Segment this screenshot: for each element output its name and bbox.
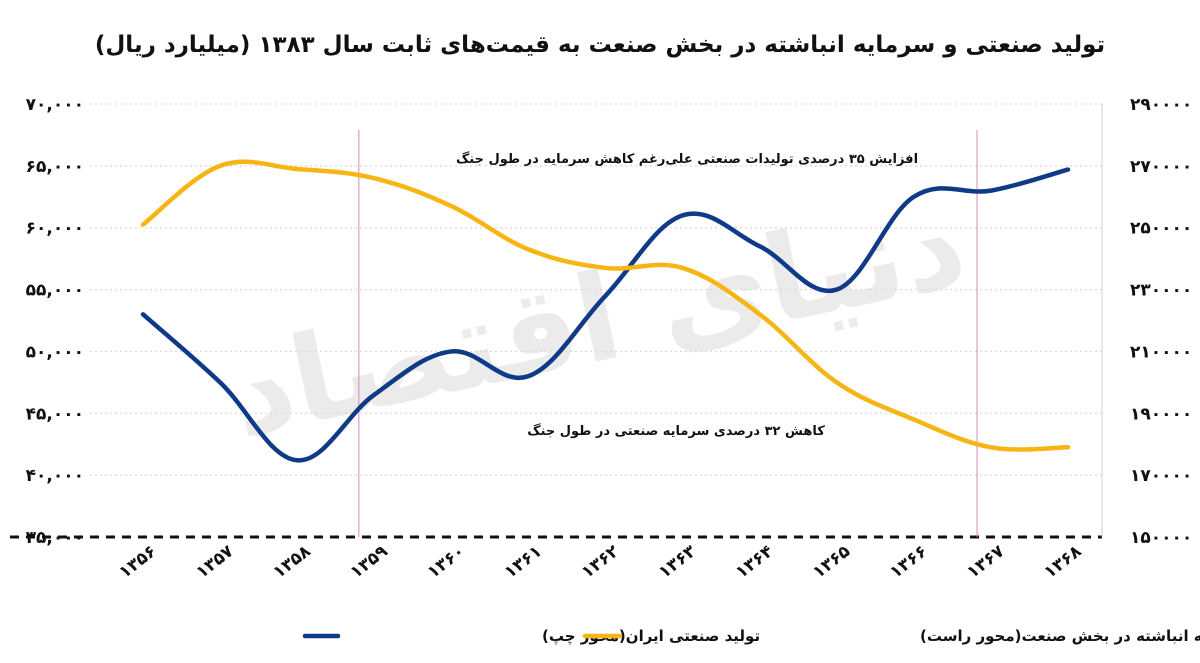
right-tick-label: ۲۳۰۰۰۰ — [1130, 281, 1192, 301]
right-axis: ۱۵۰۰۰۰ ۱۷۰۰۰۰ ۱۹۰۰۰۰ ۲۱۰۰۰۰ ۲۳۰۰۰۰ ۲۵۰۰۰۰ ۲۷۰۰… — [1130, 95, 1192, 548]
x-tick-label: ۱۳۶۰ — [424, 541, 469, 582]
vertical-markers — [358, 130, 978, 537]
series-line-production — [140, 167, 1071, 463]
x-tick-label: ۱۳۵۹ — [347, 541, 393, 583]
x-tick-label: ۱۳۶۳ — [655, 541, 701, 583]
gridlines — [10, 103, 1103, 539]
chart-title: تولید صنعتی و سرمایه انباشته در بخش صنعت… — [95, 32, 1105, 58]
left-tick-label: ۷۰,۰۰۰ — [26, 95, 84, 115]
watermark: دنیای اقتصاد — [219, 174, 978, 465]
left-tick-label: ۳۵,۰۰۰ — [26, 528, 84, 548]
annotations: افزایش ۳۵ درصدی تولیدات صنعتی علی‌رغم کا… — [456, 151, 918, 439]
x-tick-label: ۱۳۶۲ — [578, 541, 624, 583]
x-tick-label: ۱۳۶۱ — [501, 541, 546, 582]
x-tick-label: ۱۳۶۷ — [963, 541, 1009, 583]
left-tick-label: ۵۵,۰۰۰ — [26, 281, 84, 301]
left-tick-label: ۶۵,۰۰۰ — [26, 157, 84, 177]
x-tick-label: ۱۳۵۸ — [270, 541, 316, 583]
x-tick-label: ۱۳۶۵ — [809, 541, 854, 582]
left-axis: ۳۵,۰۰۰ ۴۰,۰۰۰ ۴۵,۰۰۰ ۵۰,۰۰۰ ۵۵,۰۰۰ ۶۰,۰۰۰ ۶۵,۰… — [26, 95, 84, 548]
right-tick-label: ۲۹۰۰۰۰ — [1130, 95, 1192, 115]
right-tick-label: ۱۷۰۰۰۰ — [1130, 466, 1192, 486]
left-tick-label: ۵۰,۰۰۰ — [26, 342, 84, 362]
annotation-text: افزایش ۳۵ درصدی تولیدات صنعتی علی‌رغم کا… — [456, 151, 918, 167]
x-axis: ۱۳۵۶ ۱۳۵۷ ۱۳۵۸ ۱۳۵۹ ۱۳۶۰ ۱۳۶۱ ۱۳۶۲ ۱۳۶۳ ۱۳۶۴ ۱۳۶۵… — [115, 541, 1086, 583]
left-tick-label: ۴۵,۰۰۰ — [26, 404, 84, 424]
right-tick-label: ۲۵۰۰۰۰ — [1130, 219, 1192, 239]
legend-label-capital: سرمایه انباشته در بخش صنعت(محور راست) — [920, 627, 1200, 645]
x-tick-label: ۱۳۶۶ — [886, 541, 931, 582]
right-tick-label: ۱۵۰۰۰۰ — [1130, 528, 1192, 548]
x-tick-label: ۱۳۶۸ — [1040, 541, 1086, 583]
legend-label-production: تولید صنعتی ایران(محور چپ) — [542, 627, 760, 646]
right-tick-label: ۱۹۰۰۰۰ — [1130, 404, 1192, 424]
right-tick-label: ۲۷۰۰۰۰ — [1130, 157, 1192, 177]
x-tick-label: ۱۳۶۴ — [732, 541, 777, 582]
right-tick-label: ۲۱۰۰۰۰ — [1130, 342, 1192, 362]
series — [140, 159, 1071, 463]
annotation-text: کاهش ۳۲ درصدی سرمایه صنعتی در طول جنگ — [527, 423, 825, 439]
series-line-capital — [140, 159, 1071, 452]
left-tick-label: ۶۰,۰۰۰ — [26, 219, 84, 239]
left-tick-label: ۴۰,۰۰۰ — [26, 466, 84, 486]
x-tick-label: ۱۳۵۷ — [192, 541, 238, 583]
x-tick-label: ۱۳۵۶ — [115, 541, 160, 582]
watermark-text: دنیای اقتصاد — [219, 174, 978, 465]
legend: تولید صنعتی ایران(محور چپ) سرمایه انباشته… — [302, 627, 1200, 646]
